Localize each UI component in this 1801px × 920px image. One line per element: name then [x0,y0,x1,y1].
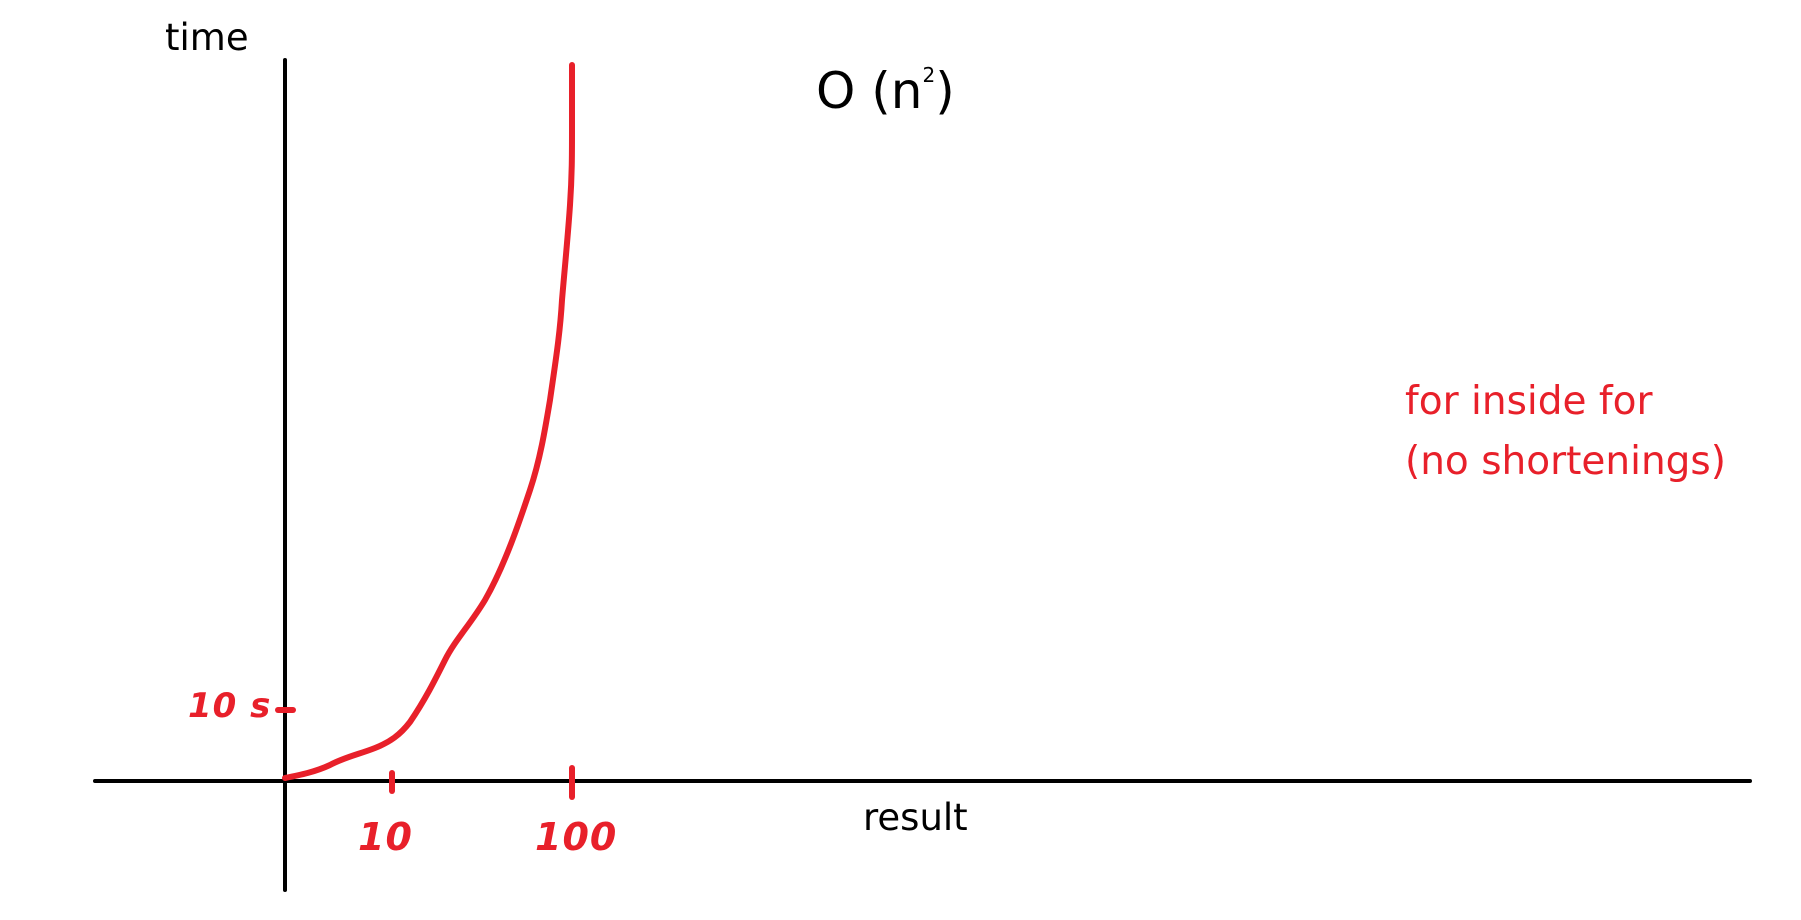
note-line-1: for inside for [1405,379,1653,424]
title-prefix: O (n [816,62,923,120]
y-tick-label-10s: 10 s [188,686,272,726]
x-axis-label: result [863,796,968,839]
note-text: for inside for (no shortenings) [1405,372,1726,492]
title-suffix: ) [935,62,955,120]
complexity-title: O (n2) [816,62,955,120]
quadratic-curve [282,62,575,781]
x-tick-label-10: 10 [358,815,413,859]
note-line-2: (no shortenings) [1405,439,1726,484]
y-axis-label: time [165,16,249,59]
x-tick-label-100: 100 [535,815,618,859]
title-superscript: 2 [922,63,936,87]
